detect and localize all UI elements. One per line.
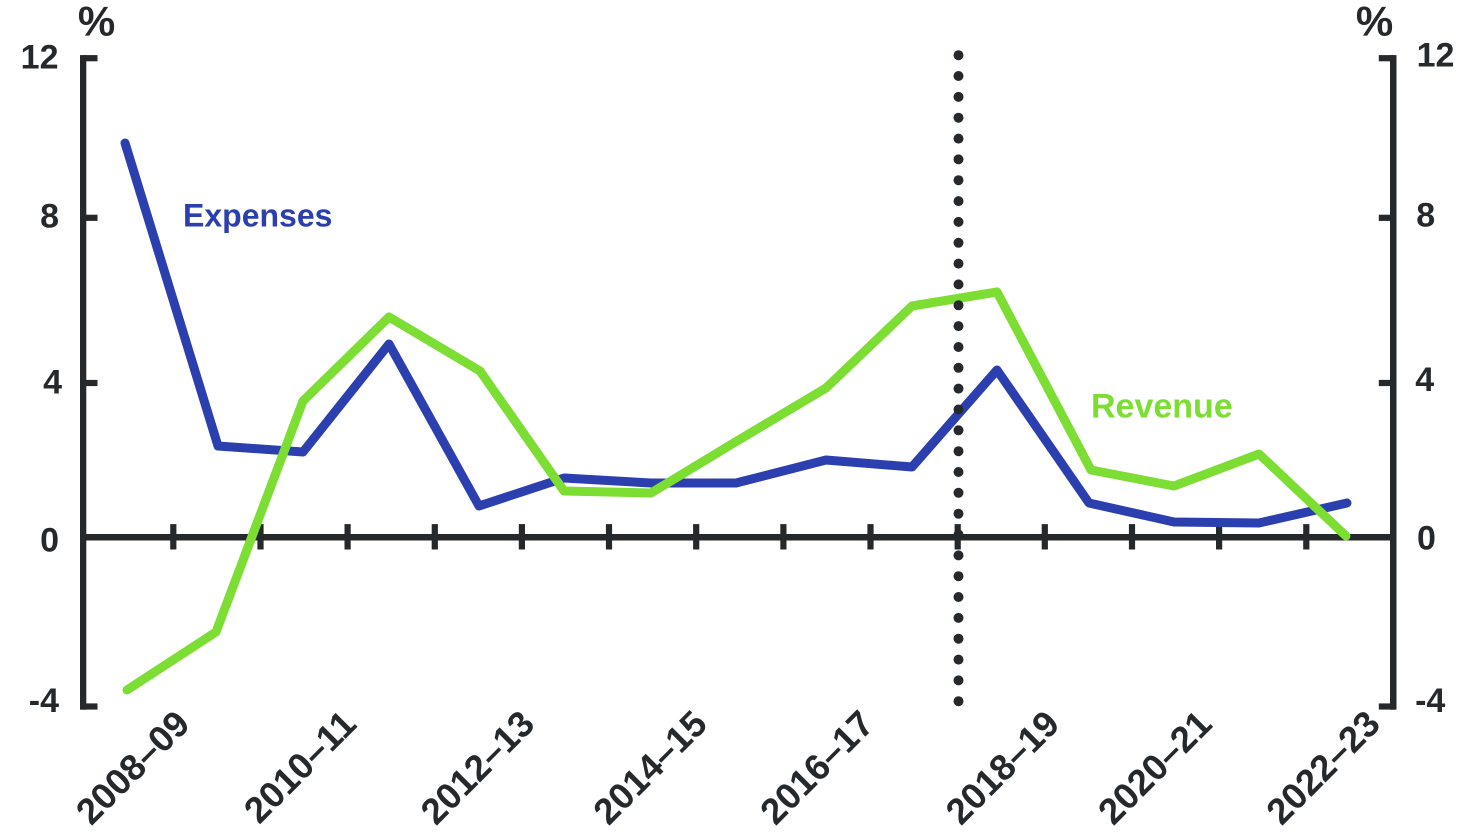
svg-text:8: 8 (1416, 196, 1435, 234)
svg-text:-4: -4 (1415, 682, 1445, 720)
svg-text:Expenses: Expenses (183, 197, 332, 233)
svg-text:Revenue: Revenue (1091, 387, 1233, 425)
svg-text:%: % (78, 0, 115, 45)
svg-text:0: 0 (1417, 520, 1436, 558)
svg-text:0: 0 (40, 522, 59, 560)
svg-text:4: 4 (43, 364, 62, 402)
svg-text:8: 8 (40, 197, 59, 235)
svg-text:4: 4 (1415, 361, 1434, 399)
svg-text:%: % (1356, 0, 1393, 45)
svg-text:-4: -4 (29, 682, 59, 720)
svg-text:12: 12 (21, 39, 59, 77)
svg-text:12: 12 (1417, 37, 1455, 75)
